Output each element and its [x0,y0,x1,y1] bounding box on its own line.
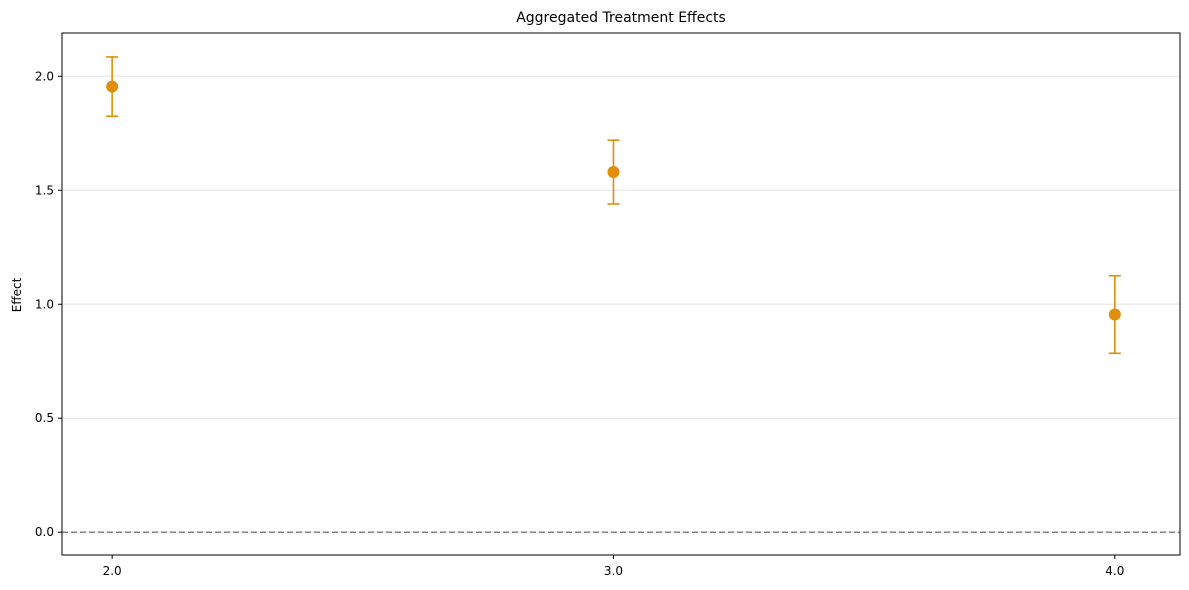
grid-lines [62,75,1180,533]
x-tick-label: 3.0 [604,564,623,578]
data-point [1108,308,1121,321]
axis-ticks: 0.0 0.5 1.0 1.5 2.0 2.0 3.0 4.0 [35,69,1124,578]
data-point [607,166,620,179]
chart-title: Aggregated Treatment Effects [516,10,726,26]
y-axis-label: Effect [10,277,24,312]
data-marks [106,56,1121,355]
y-tick-label: 2.0 [35,69,54,83]
y-tick-label: 0.5 [35,411,54,425]
x-tick-label: 2.0 [103,564,122,578]
data-point [106,80,119,93]
y-tick-label: 1.5 [35,183,54,197]
y-tick-label: 1.0 [35,297,54,311]
plot-frame [61,32,1181,556]
y-tick-label: 0.0 [35,525,54,539]
x-tick-label: 4.0 [1105,564,1124,578]
